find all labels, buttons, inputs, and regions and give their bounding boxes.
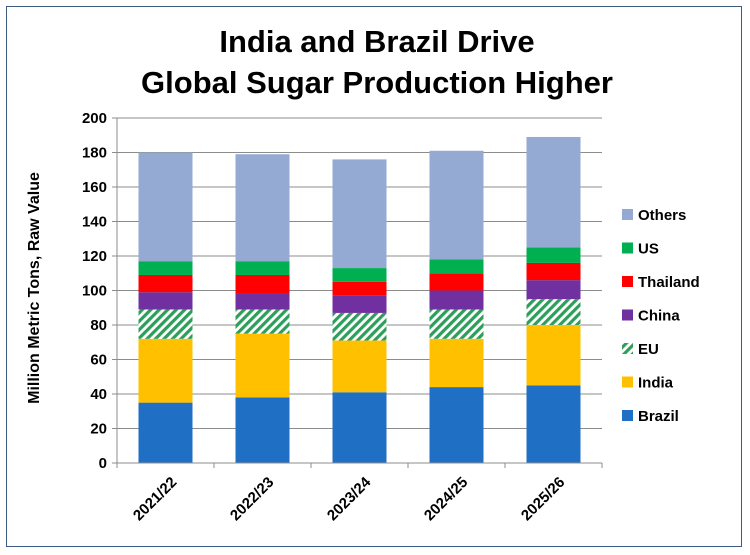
legend-label-us: US [638, 241, 659, 258]
bar-segment-brazil [332, 392, 387, 463]
legend-swatch-thailand [622, 276, 633, 287]
bar-segment-eu [138, 309, 193, 339]
bar-segment-china [429, 290, 484, 310]
bar-segment-thailand [235, 274, 290, 294]
bar-segment-us [526, 247, 581, 263]
y-tick-label: 100 [82, 283, 107, 300]
bar-segment-others [235, 154, 290, 262]
bar-segment-us [235, 261, 290, 275]
bar-segment-us [332, 268, 387, 282]
y-axis-ticks: 0 20 40 60 80 100 120 140 160 180 200 [82, 110, 117, 472]
bar-segment-india [429, 338, 484, 388]
y-tick-label: 140 [82, 214, 107, 231]
bar-segment-eu [429, 309, 484, 339]
x-tick-label: 2021/22 [130, 474, 180, 524]
y-tick-label: 80 [90, 317, 107, 334]
bar-segment-china [526, 280, 581, 300]
bar-segment-eu [526, 299, 581, 325]
bar-segment-brazil [235, 397, 290, 463]
bar-segment-brazil [138, 402, 193, 463]
y-tick-label: 40 [90, 386, 107, 403]
y-tick-label: 0 [99, 455, 107, 472]
bar-segment-others [429, 150, 484, 260]
bar-segment-others [526, 136, 581, 248]
y-axis-label: Million Metric Tons, Raw Value [26, 172, 43, 404]
x-tick-label: 2025/26 [518, 474, 568, 524]
legend-swatch-china [622, 309, 633, 321]
legend-label-others: Others [638, 207, 686, 224]
bar-segment-eu [235, 309, 290, 334]
bar-segment-brazil [429, 387, 484, 463]
chart-title-line-1: India and Brazil Drive [219, 24, 534, 59]
bar-segment-thailand [332, 281, 387, 296]
chart-frame [6, 6, 742, 547]
y-tick-label: 60 [90, 352, 107, 369]
legend-swatch-india [622, 376, 633, 388]
legend: Others US Thailand China EU India Brazil [622, 207, 700, 425]
chart-title-line-2: Global Sugar Production Higher [141, 65, 613, 100]
bar-segment-india [138, 338, 193, 403]
bar-segment-thailand [526, 262, 581, 281]
legend-label-brazil: Brazil [638, 408, 679, 425]
legend-swatch-us [622, 242, 633, 254]
bar-segment-others [332, 159, 387, 269]
bar-segment-india [332, 340, 387, 393]
legend-label-eu: EU [638, 341, 659, 358]
bar-segment-india [526, 325, 581, 386]
bar-stacks [138, 136, 581, 463]
y-tick-label: 180 [82, 145, 107, 162]
bar-segment-others [138, 152, 193, 262]
legend-label-thailand: Thailand [638, 274, 700, 291]
x-tick-label: 2024/25 [421, 474, 471, 524]
bar-segment-eu [332, 312, 387, 341]
legend-label-india: India [638, 375, 674, 392]
bar-segment-us [429, 259, 484, 274]
legend-swatch-eu [622, 343, 633, 354]
x-axis-ticks: 2021/22 2022/23 2023/24 2024/25 2025/26 [116, 463, 603, 524]
bar-segment-china [332, 295, 387, 313]
legend-swatch-others [622, 209, 633, 220]
bar-segment-india [235, 333, 290, 398]
bar-segment-china [138, 292, 193, 310]
bar-segment-us [138, 261, 193, 275]
legend-label-china: China [638, 308, 680, 325]
y-tick-label: 200 [82, 110, 107, 127]
y-tick-label: 120 [82, 248, 107, 265]
x-tick-label: 2023/24 [324, 473, 375, 524]
y-tick-label: 160 [82, 179, 107, 196]
x-tick-label: 2022/23 [227, 474, 277, 524]
bar-segment-brazil [526, 385, 581, 463]
y-tick-label: 20 [90, 421, 107, 438]
grid-lines [117, 117, 602, 429]
bar-segment-china [235, 293, 290, 310]
bar-segment-thailand [429, 273, 484, 291]
bar-segment-thailand [138, 274, 193, 293]
legend-swatch-brazil [622, 410, 633, 421]
